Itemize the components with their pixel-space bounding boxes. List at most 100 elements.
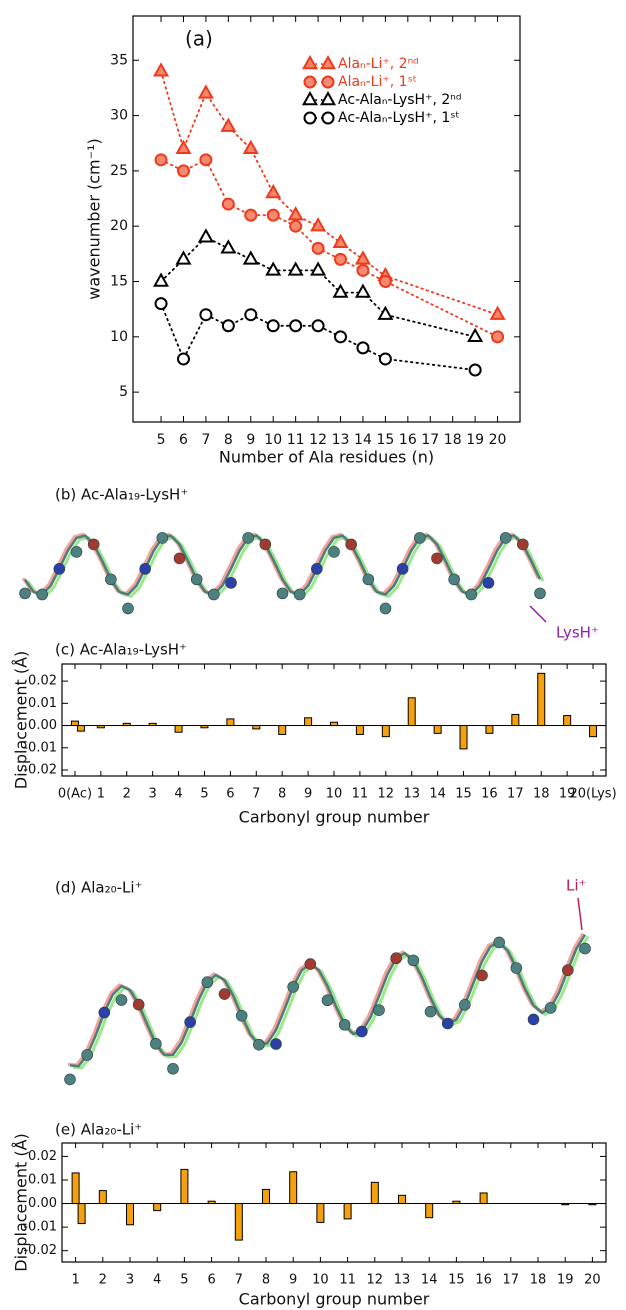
x-tick-label: 16: [399, 432, 417, 448]
bar: [590, 726, 597, 737]
atom: [191, 574, 202, 585]
atom: [277, 588, 288, 599]
marker-circle: [200, 154, 211, 165]
atom: [339, 1019, 350, 1030]
atom: [260, 539, 271, 550]
atom: [150, 1038, 161, 1049]
x-tick-label: 0(Ac): [58, 787, 92, 802]
x-tick-label: 6: [226, 787, 234, 802]
series-line: [161, 160, 498, 337]
x-tick-label: 10: [326, 787, 343, 802]
x-tick-label: 3: [149, 787, 157, 802]
x-tick-label: 17: [503, 1273, 520, 1288]
atom: [288, 981, 299, 992]
x-tick-label: 6: [179, 432, 188, 448]
marker-triangle: [491, 308, 504, 319]
x-tick-label: 12: [367, 1273, 384, 1288]
x-tick-label: 20(Lys): [569, 787, 616, 802]
bar: [77, 726, 84, 732]
atom: [442, 1018, 453, 1029]
bar: [453, 1201, 460, 1203]
marker-triangle: [357, 252, 370, 263]
marker-triangle: [357, 286, 370, 297]
bar: [331, 722, 338, 725]
x-tick-label: 1: [71, 1273, 79, 1288]
atom: [535, 588, 546, 599]
x-tick-label: 9: [246, 432, 255, 448]
x-tick-label: 17: [421, 432, 439, 448]
atom: [226, 577, 237, 588]
x-tick-label: 9: [289, 1273, 297, 1288]
bar: [399, 1195, 406, 1203]
x-tick-label: 5: [157, 432, 166, 448]
x-tick-label: 18: [444, 432, 462, 448]
bar: [382, 726, 389, 737]
x-tick-label: 13: [332, 432, 350, 448]
x-tick-label: 2: [99, 1273, 107, 1288]
marker-circle: [357, 265, 368, 276]
atom: [133, 999, 144, 1010]
annotation: LysH⁺: [556, 624, 599, 642]
atom: [580, 943, 591, 954]
x-tick-label: 16: [481, 787, 498, 802]
x-tick-label: 8: [278, 787, 286, 802]
y-tick-label: 5: [119, 384, 128, 400]
atom: [459, 999, 470, 1010]
marker-circle: [156, 154, 167, 165]
atom: [271, 1039, 282, 1050]
x-tick-label: 9: [304, 787, 312, 802]
atom: [185, 1017, 196, 1028]
x-tick-label: 17: [507, 787, 524, 802]
atom: [397, 563, 408, 574]
atom: [37, 589, 48, 600]
bar: [564, 716, 571, 726]
marker-circle: [357, 342, 368, 353]
x-tick-label: 20: [584, 1273, 601, 1288]
marker-circle: [200, 309, 211, 320]
plot-frame: [62, 664, 606, 776]
legend-marker: [323, 113, 334, 124]
atom: [562, 965, 573, 976]
atom: [494, 937, 505, 948]
marker-circle: [335, 331, 346, 342]
x-tick-label: 11: [339, 1273, 356, 1288]
atom: [391, 953, 402, 964]
x-tick-label: 1: [97, 787, 105, 802]
x-tick-label: 7: [235, 1273, 243, 1288]
atom: [82, 1049, 93, 1060]
atom: [466, 589, 477, 600]
atom: [236, 1010, 247, 1021]
marker-circle: [470, 365, 481, 376]
marker-triangle: [177, 142, 190, 153]
y-tick-label: 0.01: [28, 1172, 57, 1187]
bar: [589, 1204, 596, 1205]
chart-title: (a): [185, 27, 213, 51]
legend-marker: [322, 93, 335, 104]
x-tick-label: 10: [312, 1273, 329, 1288]
atom: [380, 603, 391, 614]
bar: [97, 726, 104, 728]
atom: [356, 1026, 367, 1037]
legend-marker: [304, 57, 317, 68]
marker-triangle: [200, 230, 213, 241]
marker-circle: [178, 353, 189, 364]
plot-frame: [62, 1143, 606, 1262]
atom: [202, 977, 213, 988]
x-tick-label: 18: [533, 787, 550, 802]
y-tick-label: 25: [110, 163, 128, 179]
bar: [408, 698, 415, 726]
chart-title: (c) Ac-Ala₁₉-LysH⁺: [55, 641, 187, 659]
legend-label: Alaₙ-Li⁺, 1ˢᵗ: [338, 74, 417, 90]
bar: [356, 726, 363, 735]
atom: [408, 955, 419, 966]
marker-triangle: [200, 86, 213, 97]
atom: [116, 995, 127, 1006]
bar: [480, 1193, 487, 1204]
x-tick-label: 4: [153, 1273, 161, 1288]
atom: [322, 995, 333, 1006]
atom: [477, 970, 488, 981]
annotation-arrow: [578, 898, 582, 930]
atom: [219, 989, 230, 1000]
marker-circle: [178, 165, 189, 176]
marker-triangle: [222, 120, 235, 131]
